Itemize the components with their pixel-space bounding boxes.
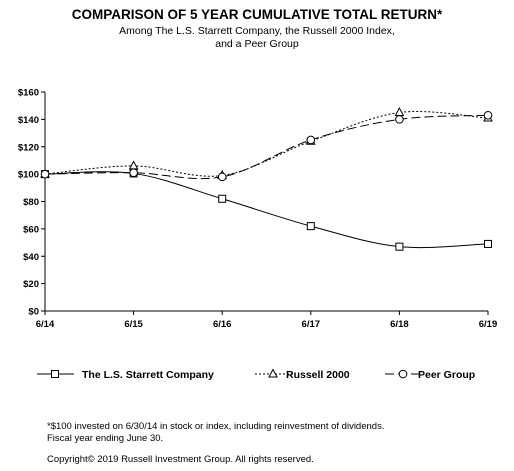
footnote-investment: *$100 invested on 6/30/14 in stock or in…: [47, 421, 384, 432]
x-tick-label: 6/16: [213, 319, 232, 330]
series-line-starrett: [44, 171, 489, 249]
y-tick-label: $140: [18, 115, 39, 126]
legend-label-peer-group: Peer Group: [418, 369, 475, 381]
y-tick-label: $160: [18, 88, 39, 99]
y-tick-label: $100: [18, 170, 39, 181]
data-point-starrett: [484, 239, 492, 248]
data-point-peer-group: [483, 110, 493, 120]
chart-axes: $0 $20 $40 $60 $80 $100 $120 $140 $160 6/14 6/15 6/…: [18, 88, 497, 331]
chart-subtitle-line-2: and a Peer Group: [215, 38, 299, 50]
y-tick-label: $20: [23, 279, 39, 290]
data-point-peer-group: [40, 169, 50, 179]
data-point-peer-group: [306, 135, 316, 145]
data-point-starrett: [218, 194, 227, 203]
chart-title: COMPARISON OF 5 YEAR CUMULATIVE TOTAL RE…: [72, 7, 443, 22]
x-tick-label: 6/15: [124, 319, 143, 330]
legend-marker-starrett: [51, 370, 59, 378]
y-tick-label: $0: [28, 307, 39, 318]
data-point-starrett: [306, 222, 315, 231]
x-tick-label: 6/14: [36, 319, 55, 330]
legend-label-russell-2000: Russell 2000: [286, 369, 350, 381]
data-point-russell-2000: [394, 106, 405, 117]
chart-subtitle-line-1: Among The L.S. Starrett Company, the Rus…: [119, 25, 395, 37]
data-point-peer-group: [217, 172, 227, 182]
y-tick-label: $120: [18, 142, 39, 153]
y-tick-label: $80: [23, 197, 39, 208]
series-line-russell-2000: [44, 111, 489, 177]
legend-label-starrett: The L.S. Starrett Company: [82, 369, 214, 381]
x-tick-label: 6/17: [302, 319, 321, 330]
y-tick-label: $40: [23, 252, 39, 263]
copyright-notice: Copyright© 2019 Russell Investment Group…: [47, 454, 314, 465]
data-point-peer-group: [129, 168, 138, 178]
x-tick-label: 6/19: [479, 319, 498, 330]
legend-marker-russell-2000: [268, 368, 278, 378]
footnote-fiscal-year: Fiscal year ending June 30.: [47, 433, 163, 444]
x-tick-label: 6/18: [390, 319, 409, 330]
chart-legend: The L.S. Starrett Company Russell 2000 Pee…: [37, 368, 475, 381]
data-point-starrett: [395, 242, 404, 251]
series-line-peer-group: [44, 114, 489, 180]
data-point-russell-2000: [128, 160, 139, 170]
y-tick-label: $60: [23, 224, 39, 235]
legend-marker-peer-group: [398, 369, 408, 379]
chart-series: [40, 106, 493, 251]
data-point-peer-group: [395, 115, 404, 124]
